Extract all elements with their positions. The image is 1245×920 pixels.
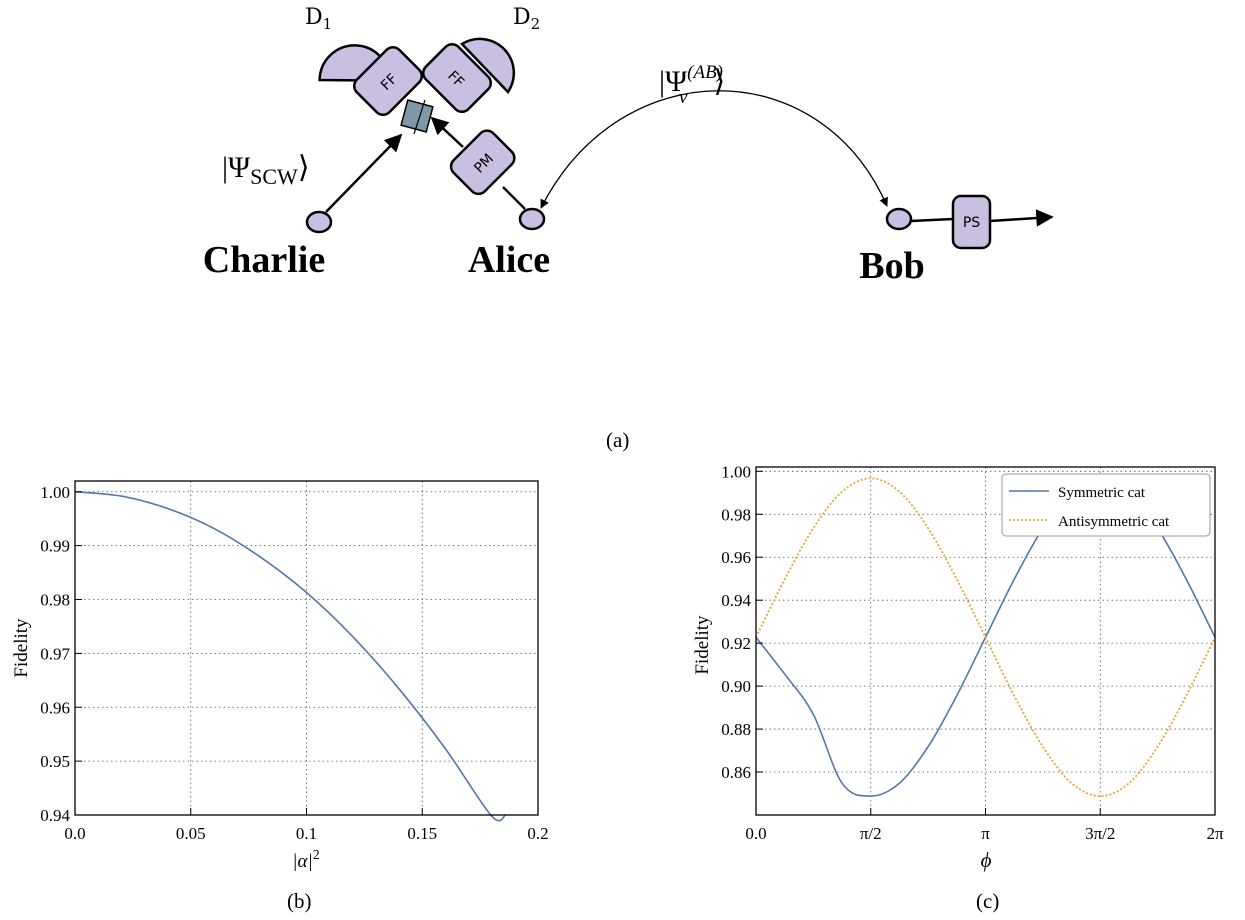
chart-b-ylabel: Fidelity (11, 618, 32, 678)
legend-symmetric-label: Symmetric cat (1058, 485, 1146, 501)
chart-b-ytick-label: 0.96 (40, 698, 70, 717)
chart-b-xtick-label: 0.0 (64, 824, 85, 843)
chart-c-ytick-label: 0.96 (721, 548, 751, 567)
chart-b-ytick-label: 0.99 (40, 537, 70, 556)
alice-beam-lower (502, 186, 526, 210)
charlie-beam (325, 133, 403, 213)
ps-box: PS (951, 194, 992, 250)
chart-b-xtick-label: 0.05 (176, 824, 206, 843)
caption-a: (a) (606, 428, 630, 452)
chart-b-xlabel: |α|2 (292, 848, 319, 872)
chart-c-series-line-1 (755, 477, 1216, 797)
charlie-node (305, 210, 333, 234)
bob-node (885, 207, 913, 231)
detector-d2 (460, 37, 516, 94)
legend-antisymmetric-label: Antisymmetric cat (1058, 514, 1170, 530)
alice-beam-upper (430, 116, 464, 148)
caption-b: (b) (287, 889, 312, 913)
bob-output-beam (989, 209, 1054, 227)
bob-link (910, 217, 954, 223)
chart-c-xlabel: ϕ (981, 848, 992, 872)
detector-d2-label: D2 (513, 5, 540, 33)
chart-c-ytick-label: 0.88 (721, 720, 751, 739)
chart-b-series-line-0 (74, 490, 507, 822)
entanglement-arc (540, 90, 888, 209)
charlie-label: Charlie (203, 239, 325, 281)
chart-b-ytick-label: 1.00 (40, 483, 70, 502)
chart-b-ytick-label: 0.94 (40, 806, 70, 825)
pm-box: PM (449, 129, 516, 196)
beam-splitter (400, 99, 434, 135)
chart-b-ytick-label: 0.98 (40, 591, 70, 610)
chart-c-ytick-label: 0.98 (721, 505, 751, 524)
chart-b-ytick-label: 0.95 (40, 752, 70, 771)
chart-b-xtick-label: 0.2 (527, 824, 548, 843)
bob-label: Bob (859, 245, 924, 287)
chart-c-ylabel: Fidelity (692, 615, 713, 675)
setup-diagram: D1 D2 FF FF PM PS Charlie Ali (203, 5, 1054, 287)
ff-right-box: FF (422, 43, 492, 113)
chart-c-frame (755, 466, 1216, 816)
chart-c-xtick-label: 3π/2 (1085, 824, 1115, 843)
ff-left-box: FF (353, 46, 423, 116)
chart-c-ytick-label: 1.00 (721, 462, 751, 481)
chart-c: 0.0 π/2 π 3π/2 2π 0.86 0.88 0.90 0.92 0.94 0.96 0.9… (692, 462, 1224, 872)
chart-c-xtick-label: π/2 (860, 824, 882, 843)
chart-c-ytick-label: 0.86 (721, 763, 751, 782)
chart-b-xtick-label: 0.15 (407, 824, 437, 843)
chart-c-xtick-label: π (981, 824, 990, 843)
chart-b-frame (74, 480, 539, 816)
ab-state-label: |Ψ(AB) v ⟩ (659, 62, 725, 108)
chart-b: 0.0 0.05 0.1 0.15 0.2 0.94 0.95 0.96 0.97 0.98 0.9… (11, 480, 549, 872)
chart-c-xtick-label: 2π (1206, 824, 1224, 843)
alice-label: Alice (468, 239, 550, 281)
alice-node (518, 207, 546, 231)
ps-label: PS (963, 215, 980, 231)
scw-state-label: |ΨSCW⟩ (222, 151, 310, 189)
chart-c-ytick-label: 0.90 (721, 677, 751, 696)
chart-c-xtick-label: 0.0 (745, 824, 766, 843)
chart-b-xtick-label: 0.1 (296, 824, 317, 843)
detector-d1-label: D1 (305, 5, 332, 33)
chart-c-ytick-label: 0.94 (721, 591, 751, 610)
chart-c-ytick-label: 0.92 (721, 634, 751, 653)
chart-b-ytick-label: 0.97 (40, 644, 70, 663)
caption-c: (c) (976, 889, 1000, 913)
chart-c-legend: Symmetric cat Antisymmetric cat (1001, 473, 1211, 537)
